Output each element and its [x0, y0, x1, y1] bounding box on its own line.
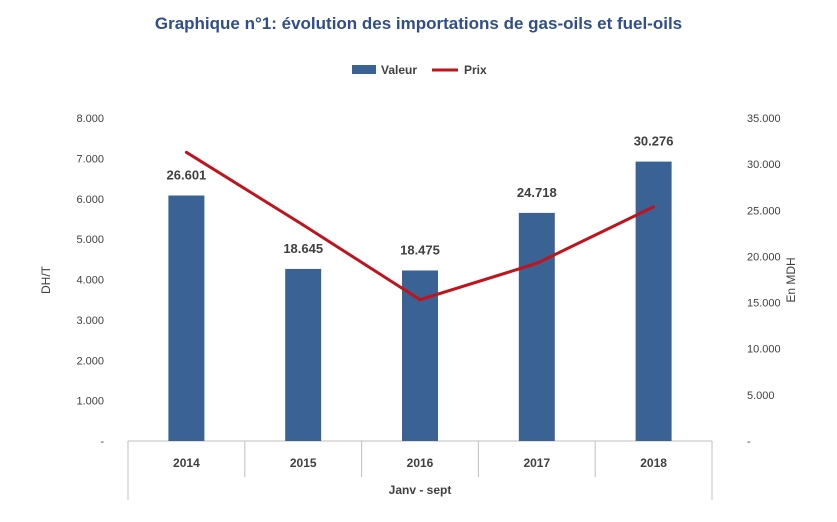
left-tick-label: 7.000 [76, 153, 104, 165]
left-tick-label: 5.000 [76, 234, 104, 246]
line-series [184, 150, 656, 302]
right-tick-label: 30.000 [747, 159, 781, 171]
right-tick-label: 20.000 [747, 251, 781, 263]
bar-valeur [518, 212, 555, 441]
left-tick-label: 3.000 [76, 315, 104, 327]
left-axis-label: DH/T [39, 265, 53, 294]
right-tick-label: 35.000 [747, 113, 781, 125]
legend-label-prix: Prix [464, 63, 487, 77]
legend-label-valeur: Valeur [381, 63, 417, 77]
data-label-valeur: 24.718 [517, 185, 557, 200]
left-tick-label: - [100, 436, 104, 448]
bar-valeur [285, 268, 322, 441]
data-label-valeur: 26.601 [167, 168, 207, 183]
x-tick-label: 2017 [523, 456, 550, 470]
right-tick-label: 5.000 [747, 390, 775, 402]
right-tick-label: 10.000 [747, 344, 781, 356]
chart-title: Graphique n°1: évolution des importation… [154, 14, 683, 33]
left-tick-label: 2.000 [76, 355, 104, 367]
data-label-valeur: 18.645 [283, 241, 323, 256]
point-prix [652, 205, 656, 209]
axes: - 1.000 2.000 3.000 4.000 5.000 6.000 7.000 8.00… [39, 113, 798, 500]
x-tick-label: 2018 [640, 456, 667, 470]
x-axis-label: Janv - sept [389, 483, 452, 497]
right-tick-label: 25.000 [747, 205, 781, 217]
bar-valeur [635, 161, 672, 441]
right-tick-label: - [747, 436, 751, 448]
data-label-valeur: 30.276 [634, 134, 674, 149]
point-prix [418, 298, 422, 302]
data-label-valeur: 18.475 [400, 243, 440, 258]
legend: Valeur Prix [352, 63, 487, 77]
data-labels: 26.601 18.645 18.475 24.718 30.276 [167, 134, 674, 258]
left-tick-label: 6.000 [76, 194, 104, 206]
bar-valeur [168, 195, 205, 441]
x-tick-label: 2014 [173, 456, 200, 470]
bars [168, 161, 672, 441]
x-tick-label: 2016 [407, 456, 434, 470]
legend-swatch-valeur [352, 65, 376, 74]
point-prix [301, 223, 305, 227]
left-tick-label: 1.000 [76, 396, 104, 408]
left-tick-label: 4.000 [76, 275, 104, 287]
x-tick-label: 2015 [290, 456, 317, 470]
left-tick-label: 8.000 [76, 113, 104, 125]
point-prix [184, 150, 188, 154]
right-tick-label: 15.000 [747, 298, 781, 310]
right-axis-label: En MDH [784, 257, 798, 302]
point-prix [535, 261, 539, 265]
